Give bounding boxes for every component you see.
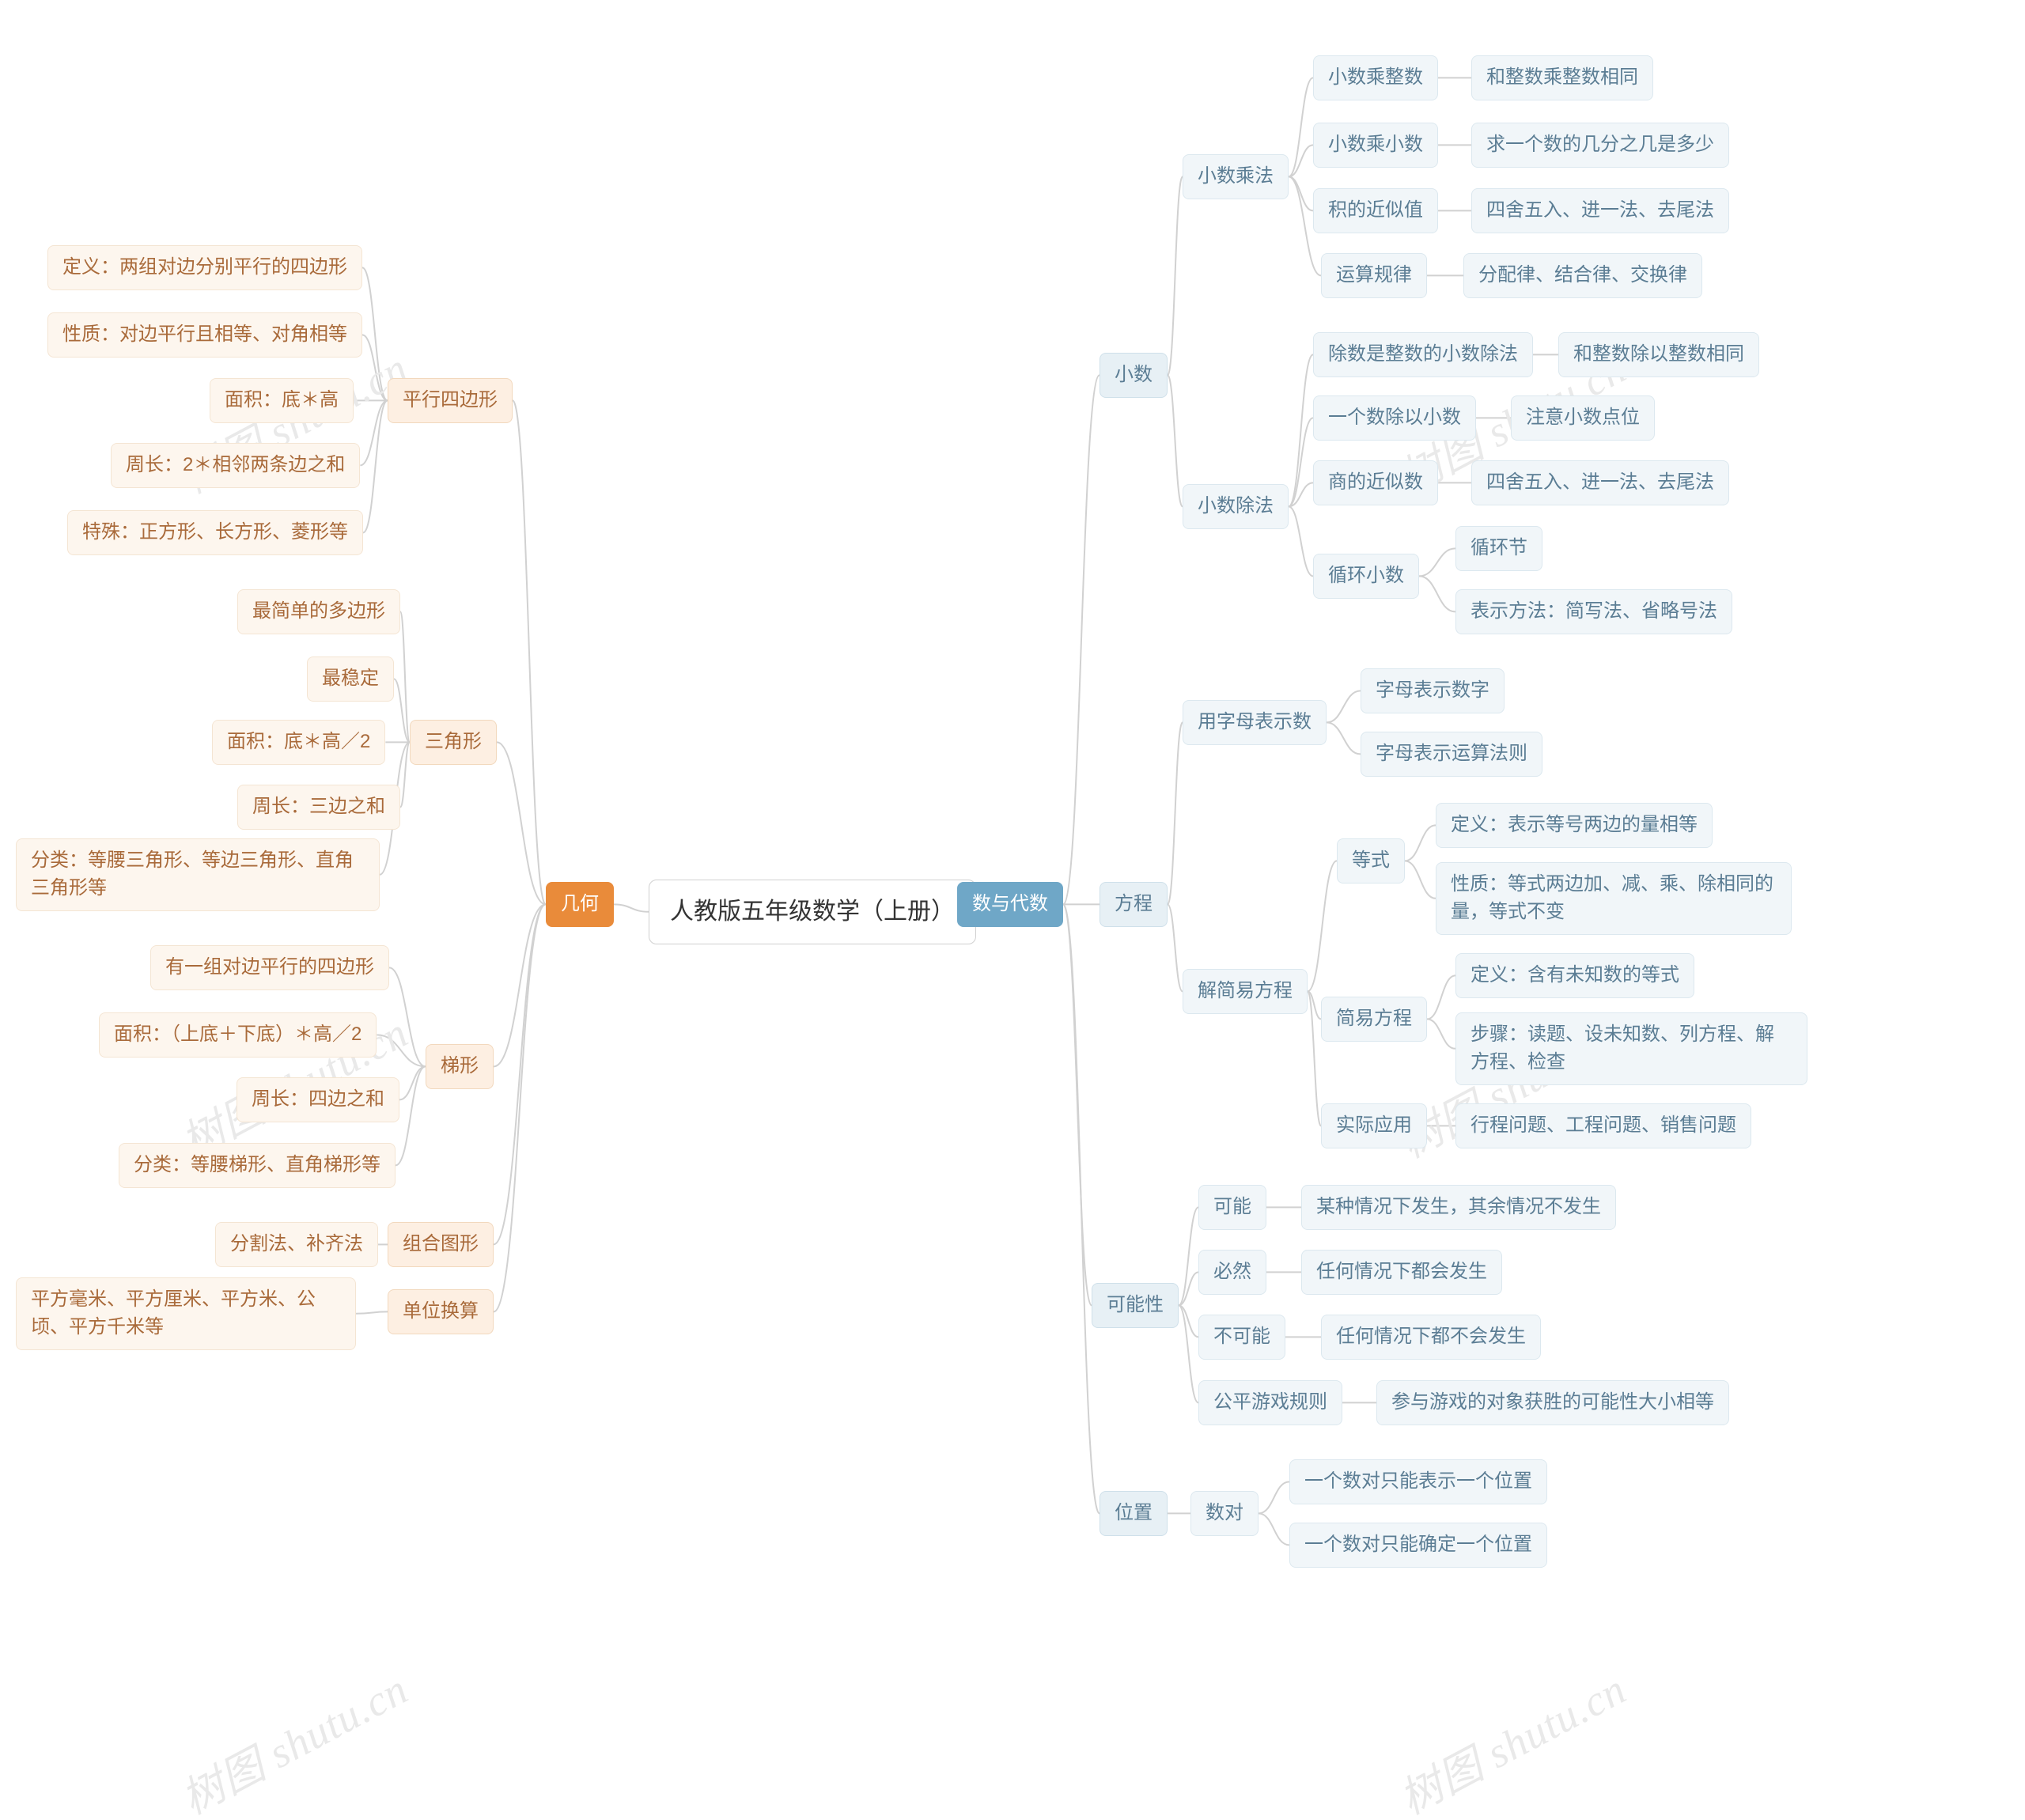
mindmap-node: 分配律、结合律、交换律 [1463,253,1702,298]
mindmap-node: 人教版五年级数学（上册） [649,880,976,944]
mindmap-node: 四舍五入、进一法、去尾法 [1471,460,1729,505]
mindmap-node: 梯形 [426,1044,494,1089]
mindmap-node: 参与游戏的对象获胜的可能性大小相等 [1376,1380,1729,1425]
mindmap-node: 方程 [1100,882,1168,927]
watermark: 树图 shutu.cn [168,1655,417,1820]
mindmap-node: 平行四边形 [388,378,513,423]
mindmap-node: 最简单的多边形 [237,589,400,634]
mindmap-node: 数对 [1190,1491,1259,1536]
mindmap-node: 分类：等腰梯形、直角梯形等 [119,1143,396,1188]
mindmap-node: 性质：对边平行且相等、对角相等 [47,312,362,358]
mindmap-node: 商的近似数 [1313,460,1438,505]
mindmap-node: 性质：等式两边加、减、乘、除相同的量，等式不变 [1436,862,1792,935]
mindmap-node: 四舍五入、进一法、去尾法 [1471,188,1729,233]
mindmap-node: 一个数对只能表示一个位置 [1289,1459,1547,1504]
mindmap-node: 小数 [1100,353,1168,398]
mindmap-node: 注意小数点位 [1511,395,1655,441]
mindmap-node: 小数乘小数 [1313,123,1438,168]
mindmap-node: 周长：2＊相邻两条边之和 [111,443,360,488]
mindmap-node: 定义：表示等号两边的量相等 [1436,803,1713,848]
mindmap-node: 必然 [1198,1250,1266,1295]
mindmap-node: 字母表示数字 [1361,668,1505,713]
mindmap-node: 最稳定 [307,656,394,702]
mindmap-node: 位置 [1100,1491,1168,1536]
mindmap-node: 行程问题、工程问题、销售问题 [1455,1103,1751,1148]
mindmap-node: 组合图形 [388,1222,494,1267]
mindmap-node: 任何情况下都会发生 [1301,1250,1502,1295]
mindmap-node: 可能性 [1092,1283,1179,1328]
mindmap-node: 面积：（上底＋下底）＊高／2 [99,1012,377,1058]
mindmap-node: 字母表示运算法则 [1361,732,1542,777]
mindmap-node: 平方毫米、平方厘米、平方米、公顷、平方千米等 [16,1277,356,1350]
watermark: 树图 shutu.cn [1387,1655,1635,1820]
mindmap-node: 用字母表示数 [1183,700,1327,745]
mindmap-node: 数与代数 [957,882,1063,927]
mindmap-node: 定义：两组对边分别平行的四边形 [47,245,362,290]
mindmap-node: 小数乘法 [1183,154,1289,199]
mindmap-node: 任何情况下都不会发生 [1321,1315,1541,1360]
mindmap-node: 几何 [546,882,614,927]
mindmap-node: 有一组对边平行的四边形 [150,945,389,990]
mindmap-node: 面积：底＊高／2 [212,720,385,765]
mindmap-node: 某种情况下发生，其余情况不发生 [1301,1185,1616,1230]
mindmap-node: 一个数除以小数 [1313,395,1476,441]
mindmap-node: 小数除法 [1183,484,1289,529]
mindmap-canvas: 树图 shutu.cn树图 shutu.cn树图 shutu.cn树图 shut… [0,0,2025,1820]
mindmap-node: 步骤：读题、设未知数、列方程、解方程、检查 [1455,1012,1807,1085]
mindmap-node: 特殊：正方形、长方形、菱形等 [67,510,363,555]
mindmap-node: 实际应用 [1321,1103,1427,1148]
mindmap-node: 积的近似值 [1313,188,1438,233]
mindmap-node: 一个数对只能确定一个位置 [1289,1523,1547,1568]
mindmap-node: 等式 [1337,838,1405,884]
mindmap-node: 定义：含有未知数的等式 [1455,953,1694,998]
mindmap-node: 和整数乘整数相同 [1471,55,1653,100]
mindmap-node: 解简易方程 [1183,969,1308,1014]
mindmap-node: 求一个数的几分之几是多少 [1471,123,1729,168]
mindmap-node: 除数是整数的小数除法 [1313,332,1533,377]
mindmap-node: 简易方程 [1321,997,1427,1042]
mindmap-node: 分类：等腰三角形、等边三角形、直角三角形等 [16,838,380,911]
mindmap-node: 和整数除以整数相同 [1558,332,1759,377]
mindmap-node: 可能 [1198,1185,1266,1230]
mindmap-node: 面积：底＊高 [210,378,354,423]
mindmap-node: 三角形 [410,720,497,765]
mindmap-node: 单位换算 [388,1289,494,1334]
mindmap-node: 公平游戏规则 [1198,1380,1342,1425]
mindmap-node: 不可能 [1198,1315,1285,1360]
mindmap-node: 分割法、补齐法 [215,1222,378,1267]
mindmap-node: 周长：三边之和 [237,785,400,830]
mindmap-node: 循环小数 [1313,554,1419,599]
mindmap-node: 循环节 [1455,526,1542,571]
mindmap-node: 周长：四边之和 [237,1077,399,1122]
mindmap-node: 运算规律 [1321,253,1427,298]
mindmap-node: 表示方法：简写法、省略号法 [1455,589,1732,634]
mindmap-node: 小数乘整数 [1313,55,1438,100]
